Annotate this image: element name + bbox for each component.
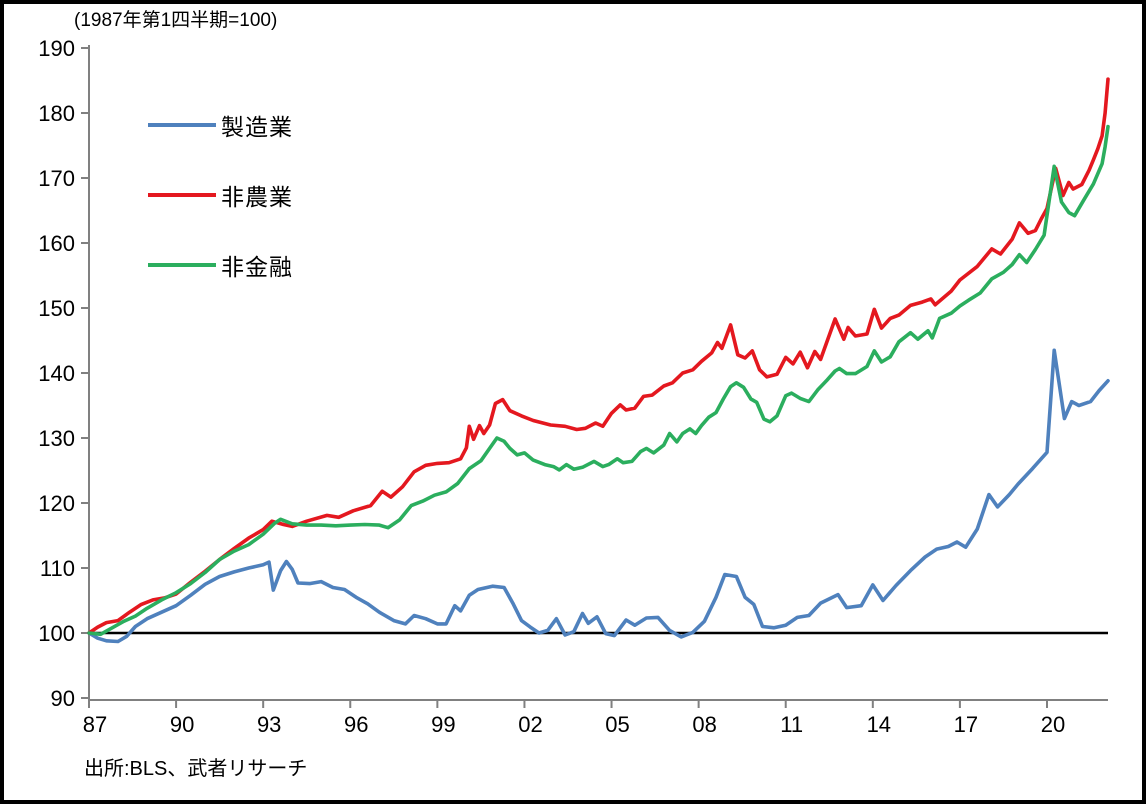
- series-line: [87, 348, 1110, 644]
- y-tick-label: 110: [40, 556, 75, 581]
- x-tick-label: 90: [170, 712, 194, 737]
- y-tick-label: 140: [38, 361, 75, 386]
- x-tick-label: 87: [83, 712, 107, 737]
- series-line: [87, 77, 1110, 635]
- red-line-swatch-icon: [148, 193, 216, 197]
- x-tick-label: 08: [692, 712, 716, 737]
- legend-label-manufacturing: 製造業: [221, 114, 293, 140]
- blue-line-swatch-icon: [148, 123, 216, 127]
- y-tick-label: 130: [38, 426, 75, 451]
- legend-label-nonfarm: 非農業: [221, 184, 293, 210]
- x-tick-label: 05: [605, 712, 629, 737]
- chart-legend: 製造業 非農業 非金融: [148, 112, 293, 280]
- source-note: 出所:BLS、武者リサーチ: [84, 758, 308, 780]
- y-tick-label: 120: [38, 491, 75, 516]
- y-tick-label: 90: [51, 686, 75, 711]
- y-axis: 90 100 110 120 130 140 150 160 170 180 190: [38, 36, 90, 711]
- x-tick-label: 96: [344, 712, 368, 737]
- x-tick-label: 14: [867, 712, 891, 737]
- y-tick-label: 100: [38, 621, 75, 646]
- legend-item-manufacturing: 製造業: [148, 112, 293, 140]
- x-tick-label: 99: [431, 712, 455, 737]
- chart-title: (1987年第1四半期=100): [74, 10, 278, 31]
- x-tick-label: 20: [1041, 712, 1065, 737]
- x-tick-label: 93: [257, 712, 281, 737]
- series-line: [87, 124, 1110, 637]
- green-line-swatch-icon: [148, 263, 216, 267]
- x-axis: 87 90 93 96 99 02 05 08 11 14 17 20: [83, 699, 1108, 737]
- y-tick-label: 190: [38, 36, 75, 61]
- y-tick-label: 180: [38, 101, 75, 126]
- legend-label-nonfinancial: 非金融: [221, 254, 293, 280]
- x-tick-label: 02: [518, 712, 542, 737]
- y-tick-label: 150: [38, 296, 75, 321]
- y-tick-label: 170: [38, 166, 75, 191]
- legend-item-nonfinancial: 非金融: [148, 252, 293, 280]
- legend-item-nonfarm: 非農業: [148, 182, 293, 210]
- x-tick-label: 11: [780, 712, 803, 737]
- y-tick-label: 160: [38, 231, 75, 256]
- x-tick-label: 17: [954, 712, 978, 737]
